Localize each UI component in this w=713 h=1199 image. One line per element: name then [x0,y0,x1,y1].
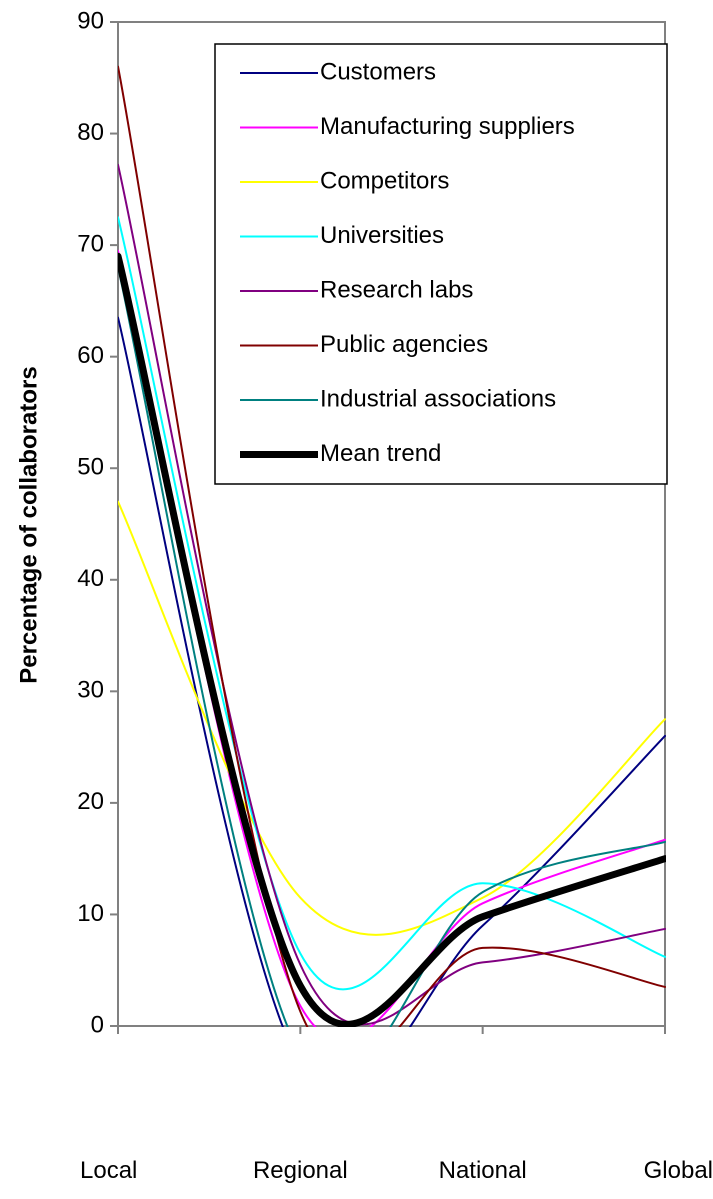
y-tick-label: 70 [77,230,104,257]
legend-label-manufacturing-suppliers: Manufacturing suppliers [320,113,575,140]
series-line-customers [118,316,666,1027]
legend-label-research-labs: Research labs [320,276,473,303]
series-line-industrial-associations [118,266,666,1027]
legend-label-industrial-associations: Industrial associations [320,385,556,412]
x-tick-label: Local [80,1157,137,1184]
series-line-research-labs [118,163,666,1026]
legend-label-public-agencies: Public agencies [320,331,488,358]
series-line-competitors [118,500,666,936]
y-tick-label: 0 [91,1011,104,1038]
x-tick-label: National [439,1157,527,1184]
series-line-mean-trend [118,252,666,1027]
y-axis-title: Percentage of collaborators [15,366,42,683]
y-tick-label: 60 [77,342,104,369]
legend-label-customers: Customers [320,58,436,85]
y-tick-label: 40 [77,565,104,592]
series-line-public-agencies [118,65,666,1027]
x-tick-label: Regional [253,1157,348,1184]
y-tick-label: 50 [77,454,104,481]
legend-label-competitors: Competitors [320,167,449,194]
y-tick-label: 10 [77,900,104,927]
x-axis: Local Regional National Global [80,1026,713,1184]
y-tick-label: 20 [77,788,104,815]
legend-label-mean-trend: Mean trend [320,440,441,467]
x-tick-label: Global [644,1157,713,1184]
legend: Customers Manufacturing suppliers Competit… [214,43,668,485]
y-tick-label: 90 [77,7,104,34]
y-axis: 0 10 20 30 40 50 60 70 80 90 [77,7,118,1038]
legend-label-universities: Universities [320,222,444,249]
legend-box [214,43,668,485]
series-lines [118,65,666,1027]
y-tick-label: 30 [77,677,104,704]
y-tick-label: 80 [77,119,104,146]
